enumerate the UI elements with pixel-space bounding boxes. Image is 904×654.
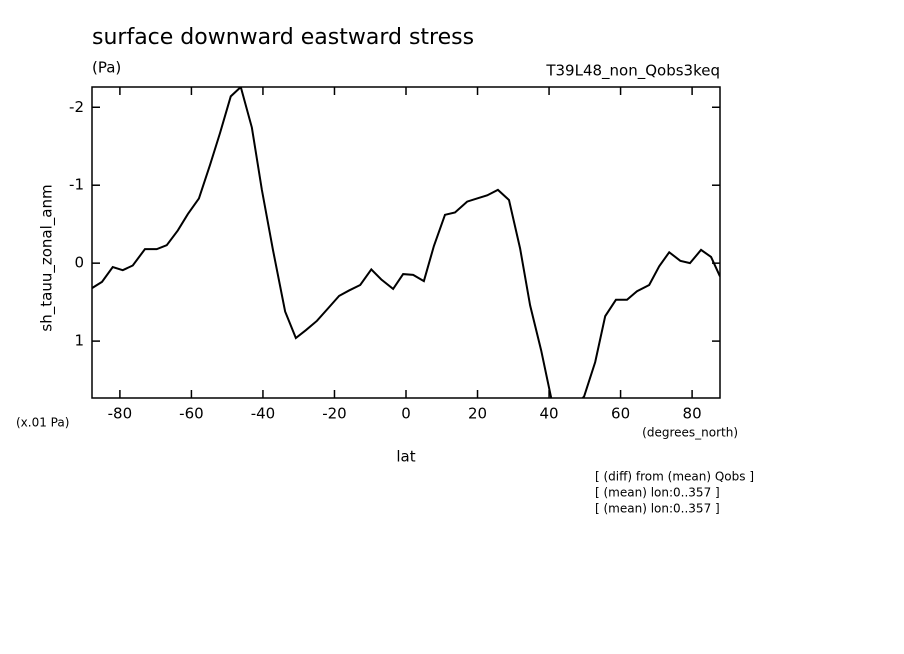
x-axis-label: lat [396, 448, 415, 466]
x-tick-label: 0 [401, 405, 411, 423]
x-tick-label: -60 [179, 405, 204, 423]
y-tick-label: 0 [74, 254, 84, 272]
y-units: (x.01 Pa) [16, 416, 69, 430]
subtitle: (Pa) [92, 59, 121, 77]
chart-title: surface downward eastward stress [92, 25, 474, 50]
x-tick-label: -20 [322, 405, 347, 423]
plot-frame [91, 86, 721, 399]
x-tick-label: 80 [683, 405, 702, 423]
note: [ (diff) from (mean) Qobs ] [595, 470, 754, 484]
experiment-label: T39L48_non_Qobs3keq [545, 62, 720, 81]
x-tick-label: 20 [468, 405, 487, 423]
line [92, 87, 720, 398]
x-tick-label: 60 [611, 405, 630, 423]
note: [ (mean) lon:0..357 ] [595, 486, 720, 500]
y-tick-label: 1 [74, 332, 84, 350]
x-tick-label: 40 [540, 405, 559, 423]
x-units: (degrees_north) [642, 426, 738, 440]
y-tick-label: -2 [69, 98, 84, 116]
x-tick-label: -80 [108, 405, 133, 423]
note: [ (mean) lon:0..357 ] [595, 502, 720, 516]
y-tick-label: -1 [69, 176, 84, 194]
x-tick-label: -40 [251, 405, 276, 423]
y-axis-label: sh_tauu_zonal_anm [38, 184, 57, 331]
